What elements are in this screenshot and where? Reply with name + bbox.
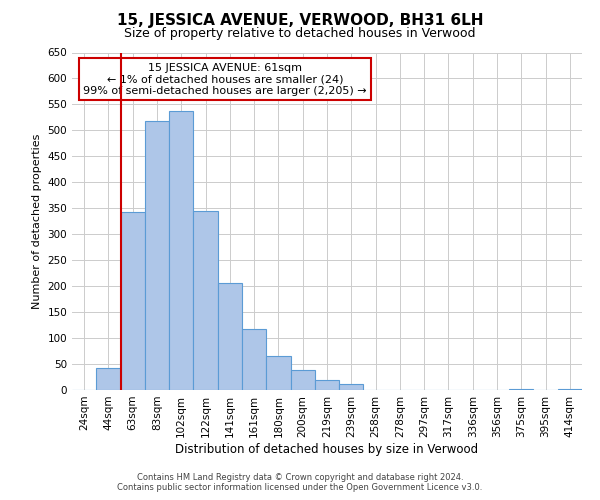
Bar <box>339 384 364 390</box>
Y-axis label: Number of detached properties: Number of detached properties <box>32 134 42 309</box>
Text: 15 JESSICA AVENUE: 61sqm
← 1% of detached houses are smaller (24)
99% of semi-de: 15 JESSICA AVENUE: 61sqm ← 1% of detache… <box>83 62 367 96</box>
Bar <box>242 328 266 390</box>
Bar <box>290 370 315 390</box>
Bar <box>315 380 339 390</box>
Bar <box>266 356 290 390</box>
Bar <box>193 211 218 390</box>
Bar <box>509 389 533 390</box>
Bar <box>145 120 169 390</box>
Bar <box>218 282 242 390</box>
Bar <box>96 368 121 390</box>
Text: Contains HM Land Registry data © Crown copyright and database right 2024.
Contai: Contains HM Land Registry data © Crown c… <box>118 473 482 492</box>
X-axis label: Distribution of detached houses by size in Verwood: Distribution of detached houses by size … <box>175 442 479 456</box>
Bar <box>121 212 145 390</box>
Text: Size of property relative to detached houses in Verwood: Size of property relative to detached ho… <box>124 28 476 40</box>
Bar <box>558 389 582 390</box>
Bar <box>169 111 193 390</box>
Text: 15, JESSICA AVENUE, VERWOOD, BH31 6LH: 15, JESSICA AVENUE, VERWOOD, BH31 6LH <box>117 12 483 28</box>
